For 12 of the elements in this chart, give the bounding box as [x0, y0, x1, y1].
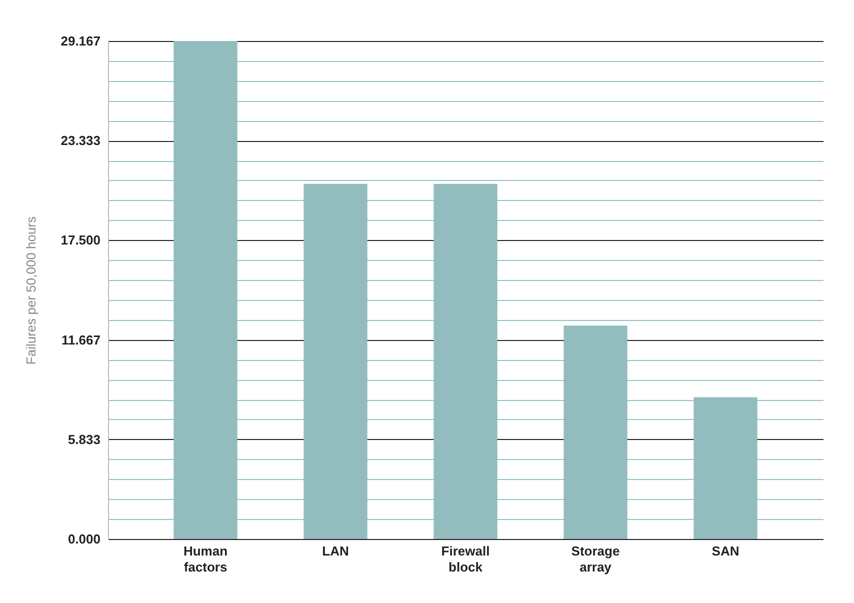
x-tick-label: SAN [712, 544, 740, 558]
y-tick-label: 0.000 [68, 532, 100, 546]
x-tick-label: Firewall block [441, 544, 490, 574]
y-tick-label: 29.167 [60, 34, 100, 48]
x-tick-label: LAN [322, 544, 349, 558]
x-tick-label: Storage array [571, 544, 620, 574]
y-axis-title: Failures per 50,000 hours [24, 216, 39, 365]
y-tick-label: 17.500 [60, 232, 100, 248]
x-tick-label: Human factors [183, 544, 228, 574]
y-tick-label: 11.667 [61, 332, 100, 348]
y-tick-label: 23.333 [60, 133, 100, 148]
y-tick-label: 5.833 [68, 432, 100, 447]
